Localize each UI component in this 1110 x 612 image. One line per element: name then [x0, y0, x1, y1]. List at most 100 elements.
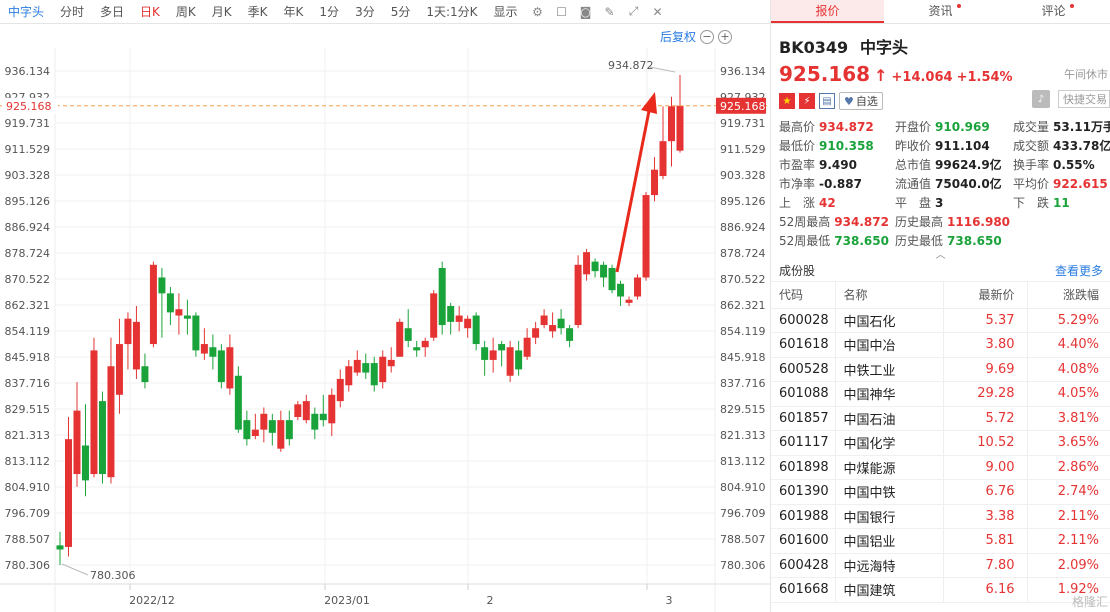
period-tab-7[interactable]: 年K — [283, 5, 304, 19]
column-header[interactable]: 最新价 — [942, 282, 1027, 309]
period-tab-10[interactable]: 5分 — [390, 5, 411, 19]
zoom-in-icon[interactable]: + — [718, 29, 733, 44]
period-tab-12[interactable]: 显示 — [493, 5, 518, 19]
y-tick-label-left: 837.716 — [5, 377, 51, 390]
period-tab-1[interactable]: 分时 — [60, 5, 85, 19]
period-tab-0[interactable]: 中字头 — [8, 5, 45, 19]
period-tab-5[interactable]: 月K — [211, 5, 232, 19]
candle-body — [566, 328, 574, 341]
stock-price: 925.168 — [779, 62, 871, 86]
change-cell: 4.08% — [1026, 357, 1110, 382]
stat-value: 934.872 — [834, 215, 889, 229]
period-tab-9[interactable]: 3分 — [355, 5, 375, 19]
y-tick-label-right: 821.313 — [720, 429, 766, 442]
table-row[interactable]: 600428 中远海特 7.80 2.09% — [771, 553, 1110, 578]
table-row[interactable]: 600028 中国石化 5.37 5.29% — [771, 308, 1110, 333]
table-row[interactable]: 601988 中国银行 3.38 2.11% — [771, 504, 1110, 529]
collapse-chevron-icon[interactable]: ︿ — [935, 250, 946, 261]
period-tab-4[interactable]: 周K — [175, 5, 196, 19]
period-tab-3[interactable]: 日K — [140, 5, 160, 19]
stock-name-cell: 中国中冶 — [834, 332, 943, 358]
table-row[interactable]: 601117 中国化学 10.52 3.65% — [771, 430, 1110, 456]
lightning-icon[interactable]: ⚡ — [799, 93, 815, 109]
table-row[interactable]: 601857 中国石油 5.72 3.81% — [771, 406, 1110, 431]
y-tick-label-right: 813.112 — [720, 455, 766, 468]
y-tick-label-left: 878.724 — [5, 247, 51, 260]
period-tab-6[interactable]: 季K — [247, 5, 268, 19]
column-header[interactable]: 名称 — [834, 282, 943, 309]
column-header[interactable]: 代码 — [771, 282, 835, 309]
candle-body — [608, 267, 616, 291]
low-marker-line — [61, 563, 89, 576]
stat-item: 换手率 0.55% — [1013, 156, 1110, 173]
y-tick-label-left: 854.119 — [5, 325, 51, 338]
last-price-tag-left — [2, 97, 58, 114]
bell-icon[interactable]: ♪ — [1032, 90, 1050, 108]
candle-body — [64, 439, 72, 547]
stat-value: 910.969 — [935, 120, 990, 134]
candle-body — [668, 106, 676, 142]
stock-code-cell: 601668 — [771, 577, 835, 603]
stat-item: 下 跌 11 — [1013, 194, 1110, 211]
stat-label: 换手率 — [1013, 158, 1050, 172]
candle-body — [328, 394, 336, 424]
stock-name-cell: 中国铝业 — [834, 528, 943, 554]
table-row[interactable]: 601390 中国中铁 6.76 2.74% — [771, 479, 1110, 505]
x-tick-label: 2 — [487, 594, 494, 607]
period-tab-8[interactable]: 1分 — [319, 5, 340, 19]
stat-label: 平 盘 — [895, 196, 932, 210]
candle-body — [192, 315, 200, 351]
period-tab-2[interactable]: 多日 — [100, 5, 125, 19]
camera-icon[interactable]: ◙ — [579, 4, 592, 19]
candle-body — [209, 347, 217, 357]
y-tick-label-right: 936.134 — [720, 65, 766, 78]
quick-trade-button[interactable]: 快捷交易 — [1058, 90, 1110, 108]
table-row[interactable]: 601088 中国神华 29.28 4.05% — [771, 381, 1110, 407]
adjust-fq-button[interactable]: 后复权 — [660, 30, 697, 44]
period-tab-11[interactable]: 1天:1分K — [426, 5, 478, 19]
add-watchlist-button[interactable]: ♥ 自选 — [839, 92, 883, 110]
stock-code-cell: 601390 — [771, 479, 835, 505]
zoom-out-icon[interactable]: − — [700, 29, 715, 44]
checkbox-icon[interactable]: ☐ — [556, 4, 567, 19]
candle-body — [489, 350, 497, 360]
candle-body — [158, 277, 166, 294]
bookmark-icon[interactable]: ▤ — [819, 93, 835, 109]
tab-0[interactable]: 报价 — [771, 0, 884, 23]
candle-body — [336, 378, 344, 402]
candle-body — [498, 344, 506, 351]
stat-item: 市净率 -0.887 — [779, 175, 895, 192]
table-row[interactable]: 601618 中国中冶 3.80 4.40% — [771, 332, 1110, 358]
table-row[interactable]: 601898 中煤能源 9.00 2.86% — [771, 455, 1110, 480]
stat-label: 成交量 — [1013, 120, 1050, 134]
candle-body — [251, 429, 259, 436]
close-icon[interactable]: ✕ — [652, 4, 663, 19]
table-row[interactable]: 601600 中国铝业 5.81 2.11% — [771, 528, 1110, 554]
candle-body — [98, 401, 106, 475]
watermark: 格隆汇 — [1071, 595, 1108, 609]
stock-code-cell: 600028 — [771, 308, 835, 333]
stock-code-cell: 601088 — [771, 381, 835, 407]
candle-body — [124, 318, 132, 345]
stat-item: 历史最高 1116.980 — [895, 213, 1013, 230]
y-tick-label-left: 804.910 — [5, 481, 51, 494]
tab-1[interactable]: 资讯 — [884, 0, 997, 23]
view-more-link[interactable]: 查看更多 — [1054, 264, 1103, 278]
tab-2[interactable]: 评论 — [997, 0, 1110, 23]
edit-icon[interactable]: ✎ — [604, 4, 615, 19]
change-cell: 1.92% — [1026, 577, 1110, 603]
candle-body — [600, 264, 608, 278]
price-cell: 7.80 — [942, 553, 1027, 578]
table-row[interactable]: 600528 中铁工业 9.69 4.08% — [771, 357, 1110, 382]
price-cell: 3.38 — [942, 504, 1027, 529]
candle-body — [90, 350, 98, 475]
column-header[interactable]: 涨跌幅 — [1026, 282, 1110, 309]
y-tick-label-right: 862.321 — [720, 299, 766, 312]
settings-icon[interactable]: ⚙ — [532, 4, 543, 19]
fullscreen-icon[interactable]: ⤢ — [628, 4, 639, 18]
table-row[interactable]: 601668 中国建筑 6.16 1.92% — [771, 577, 1110, 603]
y-tick-label-left: 919.731 — [5, 117, 51, 130]
high-marker-label: 934.872 — [608, 59, 654, 72]
candle-body — [532, 328, 540, 338]
